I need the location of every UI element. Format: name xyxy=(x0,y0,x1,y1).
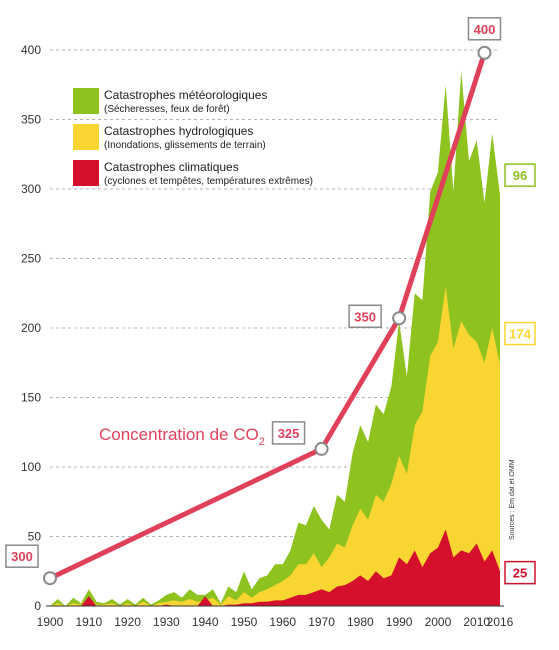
co2-point-box xyxy=(5,544,39,568)
series-end-box xyxy=(504,163,536,187)
x-tick-label: 1920 xyxy=(114,615,141,629)
co2-point xyxy=(477,45,492,60)
x-tick-label: 1930 xyxy=(153,615,180,629)
series-end-label: 174 xyxy=(509,327,531,342)
legend-subtitle-meteorological: (Sécheresses, feux de forêt) xyxy=(104,104,230,115)
area-series xyxy=(50,70,500,606)
y-tick-label: 400 xyxy=(21,43,41,57)
axes: 0 50 100 150 200 250 300 350 400 1900 1910 1920 1930… xyxy=(21,43,514,629)
legend-subtitle-climatic: (cyclones et tempêtes, températures extr… xyxy=(104,176,313,187)
y-tick-label: 350 xyxy=(21,113,41,127)
series-end-label: 25 xyxy=(513,566,527,581)
y-tick-label: 300 xyxy=(21,182,41,196)
co2-point xyxy=(314,441,329,456)
series-end-label: 96 xyxy=(513,168,527,183)
legend-swatch-climatic xyxy=(73,160,99,186)
x-tick-label: 1980 xyxy=(347,615,374,629)
co2-label-text: Concentration de CO xyxy=(99,425,259,444)
x-tick-label: 2000 xyxy=(425,615,452,629)
y-tick-label: 0 xyxy=(34,599,41,613)
area-series-0 xyxy=(50,70,500,606)
y-tick-label: 200 xyxy=(21,321,41,335)
legend-title-meteorological: Catastrophes météorologiques xyxy=(104,88,267,102)
x-tick-label: 1990 xyxy=(386,615,413,629)
y-tick-label: 100 xyxy=(21,460,41,474)
y-tick-label: 50 xyxy=(28,530,42,544)
co2-label-subscript: 2 xyxy=(259,436,265,448)
co2-point-label: 325 xyxy=(278,426,300,441)
x-tick-label: 1910 xyxy=(75,615,102,629)
legend: Catastrophes météorologiques (Sécheresse… xyxy=(73,88,313,187)
area-series-1 xyxy=(50,286,500,606)
legend-item-meteorological: Catastrophes météorologiques (Sécheresse… xyxy=(73,88,267,115)
co2-point-label: 350 xyxy=(354,309,376,324)
co2-point xyxy=(43,571,57,586)
x-tick-label: 1960 xyxy=(269,615,296,629)
x-tick-label: 2010 xyxy=(463,615,490,629)
co2-line-label: Concentration de CO2 xyxy=(99,425,265,448)
legend-subtitle-hydrological: (Inondations, glissements de terrain) xyxy=(104,140,266,151)
series-end-box xyxy=(504,321,536,346)
legend-item-climatic: Catastrophes climatiques (cyclones et te… xyxy=(73,160,313,187)
y-tick-label: 250 xyxy=(21,252,41,266)
series-end-box xyxy=(504,560,536,585)
x-tick-label: 1970 xyxy=(308,615,335,629)
co2-point-box xyxy=(348,304,382,329)
co2-point-box xyxy=(271,421,306,445)
y-tick-label: 150 xyxy=(21,391,41,405)
gridlines xyxy=(50,49,500,537)
legend-title-climatic: Catastrophes climatiques xyxy=(104,160,239,174)
co2-polyline xyxy=(48,52,487,581)
legend-swatch-hydrological xyxy=(73,124,99,150)
legend-swatch-meteorological xyxy=(73,88,99,114)
source-note: Sources : Em dat et OMM xyxy=(509,459,516,540)
x-tick-label: 1900 xyxy=(37,615,64,629)
series-end-labels: 96 174 25 xyxy=(504,163,536,585)
area-series-2 xyxy=(50,529,500,606)
x-tick-label: 2016 xyxy=(487,615,514,629)
co2-point xyxy=(392,311,407,326)
co2-point-box xyxy=(467,17,502,41)
co2-point-label: 300 xyxy=(11,549,33,564)
legend-item-hydrological: Catastrophes hydrologiques (Inondations,… xyxy=(73,124,266,151)
co2-point-label: 400 xyxy=(474,22,496,37)
x-tick-label: 1940 xyxy=(192,615,219,629)
legend-title-hydrological: Catastrophes hydrologiques xyxy=(104,124,253,138)
x-tick-label: 1950 xyxy=(231,615,258,629)
co2-line: 300 325 350 400 xyxy=(5,17,502,586)
